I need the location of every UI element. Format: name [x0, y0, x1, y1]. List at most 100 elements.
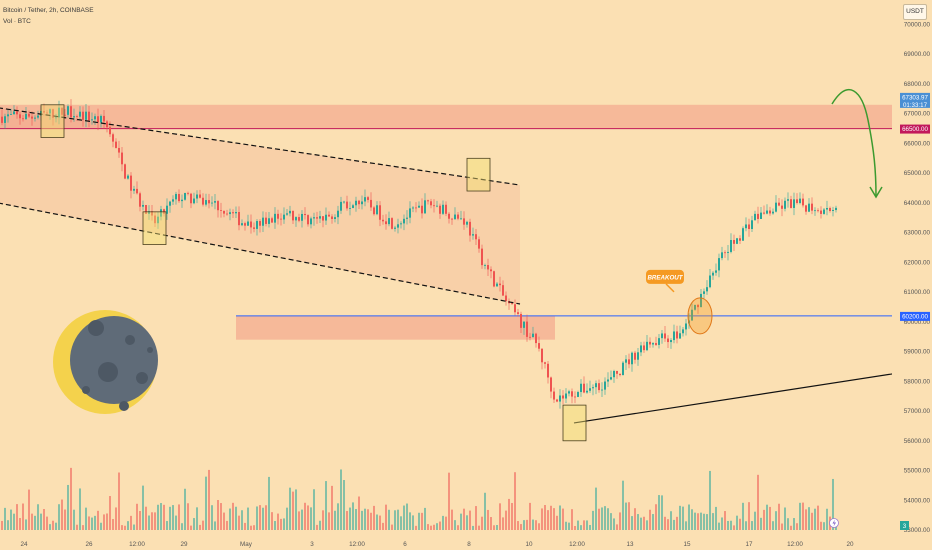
- volume-bar: [703, 513, 705, 530]
- candle: [181, 199, 183, 202]
- volume-bar: [715, 506, 717, 530]
- candle: [100, 115, 102, 123]
- volume-bar: [709, 470, 711, 530]
- currency-button[interactable]: USDT: [903, 4, 927, 20]
- candle: [505, 295, 507, 302]
- candle: [649, 341, 651, 345]
- candle: [832, 210, 834, 211]
- candle: [196, 194, 198, 199]
- volume-bar: [466, 515, 468, 530]
- y-tick-label: 69000.00: [904, 51, 931, 58]
- volume-bar: [28, 489, 30, 530]
- volume-bar: [262, 507, 264, 530]
- candle: [460, 218, 462, 220]
- price-axis: 53000.00 54000.00 55000.00 56000.00 57000.00…: [892, 0, 932, 550]
- volume-bar: [541, 508, 543, 530]
- candle: [739, 238, 741, 241]
- x-tick-label: May: [240, 541, 253, 548]
- volume-bar: [448, 472, 450, 530]
- candle: [217, 201, 219, 211]
- candle: [145, 204, 147, 214]
- volume-bar: [304, 502, 306, 530]
- volume-bar: [331, 485, 333, 530]
- y-tick-label: 63000.00: [904, 230, 931, 237]
- candle: [700, 293, 702, 308]
- candle: [262, 217, 264, 226]
- volume-bar: [4, 507, 6, 530]
- volume-bar: [178, 504, 180, 530]
- volume-bar: [406, 503, 408, 530]
- candle: [559, 395, 561, 402]
- volume-bar: [277, 513, 279, 530]
- volume-bar: [151, 512, 153, 530]
- candle: [634, 352, 636, 360]
- volume-bar: [625, 502, 627, 530]
- volume-bar: [499, 503, 501, 530]
- lightning-icon[interactable]: [829, 518, 839, 528]
- candle: [427, 200, 429, 202]
- candle: [76, 116, 78, 117]
- volume-bar: [832, 478, 834, 530]
- volume-bar: [112, 519, 114, 530]
- candle: [292, 210, 294, 221]
- volume-bar: [637, 514, 639, 530]
- candle: [250, 221, 252, 228]
- volume-bar: [184, 488, 186, 530]
- volume-bar: [52, 520, 54, 530]
- candle: [22, 118, 24, 120]
- volume-bar: [511, 502, 513, 530]
- candle: [313, 217, 315, 219]
- volume-bar: [577, 520, 579, 530]
- channel-bottom-line: [0, 202, 521, 305]
- volume-bar: [826, 508, 828, 530]
- candle: [808, 203, 810, 212]
- candle: [79, 111, 81, 117]
- highlight-box: [466, 157, 491, 192]
- volume-bar: [721, 517, 723, 530]
- projection-arrow: [831, 89, 883, 199]
- volume-bar: [811, 512, 813, 530]
- symbol-title: Bitcoin / Tether, 2h, COINBASE: [3, 7, 94, 14]
- volume-bar: [103, 514, 105, 530]
- volume-bar: [580, 525, 582, 530]
- candle: [583, 383, 585, 393]
- volume-bar: [265, 505, 267, 530]
- candle: [256, 221, 258, 229]
- y-tick-label: 68000.00: [904, 81, 931, 88]
- volume-bars: [1, 467, 837, 530]
- candle: [619, 373, 621, 376]
- volume-bar: [544, 505, 546, 530]
- candle: [232, 212, 234, 214]
- volume-bar: [553, 508, 555, 530]
- candle: [277, 213, 279, 219]
- volume-bar: [604, 506, 606, 530]
- volume-bar: [595, 487, 597, 530]
- candle: [772, 211, 774, 214]
- candle: [343, 201, 345, 203]
- volume-bar: [685, 521, 687, 530]
- volume-bar: [247, 507, 249, 530]
- moon-crater: [88, 320, 104, 336]
- candle: [415, 207, 417, 209]
- volume-bar: [763, 509, 765, 530]
- candle: [397, 224, 399, 228]
- x-tick-label: 10: [525, 541, 533, 548]
- candle: [409, 208, 411, 218]
- volume-bar: [739, 518, 741, 530]
- volume-bar: [757, 474, 759, 530]
- volume-bar: [13, 513, 15, 530]
- breakout-circle-1: [687, 297, 713, 335]
- volume-bar: [712, 513, 714, 530]
- volume-bar: [256, 506, 258, 530]
- candle: [361, 201, 363, 205]
- x-tick-label: 6: [403, 541, 407, 548]
- candle: [406, 217, 408, 219]
- volume-bar: [34, 515, 36, 530]
- candle: [778, 202, 780, 206]
- candle: [13, 111, 15, 115]
- volume-bar: [382, 522, 384, 530]
- volume-bar: [232, 502, 234, 530]
- candle: [253, 227, 255, 229]
